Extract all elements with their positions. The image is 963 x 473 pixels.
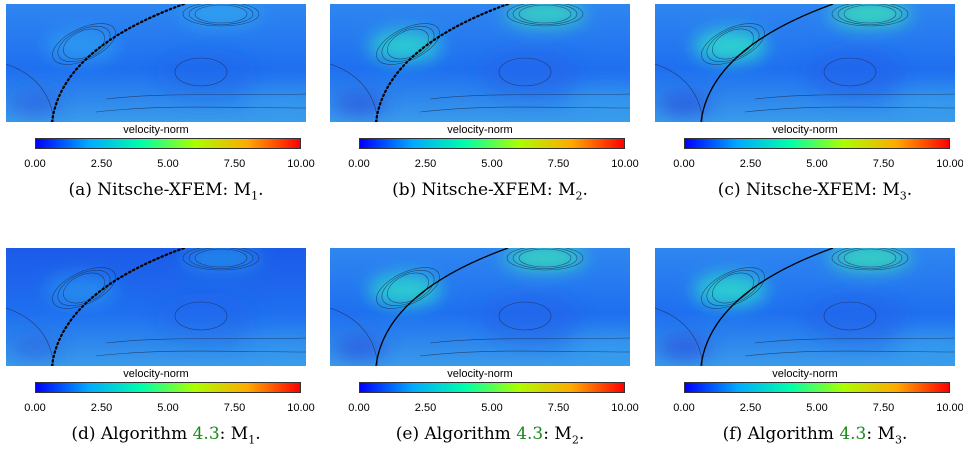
mesh-label: M <box>230 424 249 444</box>
colorbar-tick-label: 0.00 <box>348 402 370 414</box>
mesh-subscript: 1 <box>251 189 259 203</box>
colorbar-title: velocity-norm <box>772 368 838 380</box>
subfigure-caption: (b) Nitsche-XFEM: M2. <box>392 180 588 203</box>
caption-label: (d) Algorithm <box>71 424 193 444</box>
colorbar-tick-label: 0.00 <box>348 158 370 170</box>
colorbar-tick-label: 7.50 <box>547 158 570 170</box>
algorithm-ref-link[interactable]: 4.3 <box>516 424 544 444</box>
colorbar-tick-label: 2.50 <box>414 158 437 170</box>
velocity-field-plot <box>330 248 630 366</box>
caption-label: (b) Nitsche-XFEM: <box>392 180 559 200</box>
colorbar-ticks: 0.00 2.50 5.00 7.50 10.00 <box>6 158 326 172</box>
mesh-subscript: 3 <box>899 189 907 203</box>
panel-c: velocity-norm 0.00 2.50 5.00 7.50 10.00 (c) Ni… <box>655 4 963 229</box>
interface-curve <box>700 4 834 122</box>
contour-lines <box>6 4 306 122</box>
colorbar <box>359 382 625 393</box>
caption-label: (e) Algorithm <box>395 424 517 444</box>
colorbar-ticks: 0.00 2.50 5.00 7.50 10.00 <box>655 158 963 172</box>
algorithm-ref-link[interactable]: 4.3 <box>192 424 220 444</box>
mesh-label: M <box>877 424 895 444</box>
subfigure-caption: (d) Algorithm 4.3: M1. <box>71 424 261 447</box>
velocity-field-plot <box>6 248 306 366</box>
colorbar-tick-label: 2.50 <box>90 402 113 414</box>
colorbar-ticks: 0.00 2.50 5.00 7.50 10.00 <box>330 158 650 172</box>
interface-curve <box>375 248 509 366</box>
mesh-label: M <box>558 180 576 200</box>
panel-a: velocity-norm 0.00 2.50 5.00 7.50 10.00 (a) Ni… <box>6 4 315 229</box>
colorbar-tick-label: 10.00 <box>287 402 315 414</box>
velocity-field-plot <box>6 4 306 122</box>
subfigure-caption: (c) Nitsche-XFEM: M3. <box>717 180 913 203</box>
colorbar-tick-label: 5.00 <box>806 402 828 414</box>
colorbar-tick-label: 7.50 <box>872 402 895 414</box>
subfigure-caption: (f) Algorithm 4.3: M3. <box>722 424 908 447</box>
colorbar-tick-label: 0.00 <box>673 402 695 414</box>
mesh-label: M <box>233 180 252 200</box>
algorithm-ref-link[interactable]: 4.3 <box>839 424 867 444</box>
colorbar-tick-label: 10.00 <box>936 158 963 170</box>
colorbar-tick-label: 5.00 <box>157 402 179 414</box>
colorbar <box>684 382 950 393</box>
caption-label: (c) Nitsche-XFEM: <box>717 180 883 200</box>
panel-b: velocity-norm 0.00 2.50 5.00 7.50 10.00 (b) Ni… <box>330 4 639 229</box>
interface-curve <box>50 248 186 366</box>
colorbar-title: velocity-norm <box>447 368 513 380</box>
colorbar-tick-label: 10.00 <box>936 402 963 414</box>
colorbar-tick-label: 0.00 <box>24 402 46 414</box>
colorbar-tick-label: 2.50 <box>414 402 437 414</box>
colorbar-tick-label: 7.50 <box>223 158 246 170</box>
colorbar-ticks: 0.00 2.50 5.00 7.50 10.00 <box>6 402 326 416</box>
colorbar-tick-label: 5.00 <box>157 158 179 170</box>
velocity-field-plot <box>655 4 955 122</box>
colorbar-tick-label: 2.50 <box>90 158 113 170</box>
panel-d: velocity-norm 0.00 2.50 5.00 7.50 10.00 (d) Al… <box>6 248 315 473</box>
panel-f: velocity-norm 0.00 2.50 5.00 7.50 10.00 (f) Al… <box>655 248 963 473</box>
interface-curve <box>50 4 186 122</box>
colorbar <box>35 138 301 149</box>
colorbar-tick-label: 0.00 <box>673 158 695 170</box>
caption-label: (f) Algorithm <box>722 424 840 444</box>
colorbar-ticks: 0.00 2.50 5.00 7.50 10.00 <box>330 402 650 416</box>
colorbar-title: velocity-norm <box>123 368 189 380</box>
subfigure-caption: (a) Nitsche-XFEM: M1. <box>68 180 264 203</box>
colorbar-tick-label: 7.50 <box>872 158 895 170</box>
interface-curve <box>700 248 834 366</box>
mesh-label: M <box>882 180 900 200</box>
colorbar-tick-label: 5.00 <box>806 158 828 170</box>
mesh-subscript: 1 <box>248 433 256 447</box>
colorbar-tick-label: 10.00 <box>287 158 315 170</box>
colorbar <box>684 138 950 149</box>
velocity-field-plot <box>330 4 630 122</box>
subfigure-caption: (e) Algorithm 4.3: M2. <box>395 424 585 447</box>
colorbar-ticks: 0.00 2.50 5.00 7.50 10.00 <box>655 402 963 416</box>
colorbar-tick-label: 10.00 <box>611 402 639 414</box>
colorbar-tick-label: 2.50 <box>739 402 762 414</box>
colorbar-tick-label: 2.50 <box>739 158 762 170</box>
contour-lines <box>330 248 630 366</box>
colorbar-title: velocity-norm <box>447 124 513 136</box>
colorbar-tick-label: 7.50 <box>547 402 570 414</box>
panel-e: velocity-norm 0.00 2.50 5.00 7.50 10.00 (e) Al… <box>330 248 639 473</box>
colorbar-title: velocity-norm <box>772 124 838 136</box>
colorbar-tick-label: 7.50 <box>223 402 246 414</box>
colorbar-tick-label: 0.00 <box>24 158 46 170</box>
mesh-subscript: 2 <box>575 189 583 203</box>
mesh-subscript: 2 <box>571 433 579 447</box>
velocity-field-plot <box>655 248 955 366</box>
mesh-subscript: 3 <box>894 433 902 447</box>
colorbar-tick-label: 10.00 <box>611 158 639 170</box>
colorbar-tick-label: 5.00 <box>481 158 503 170</box>
colorbar-tick-label: 5.00 <box>481 402 503 414</box>
colorbar-title: velocity-norm <box>123 124 189 136</box>
colorbar <box>35 382 301 393</box>
colorbar <box>359 138 625 149</box>
interface-curve <box>374 4 510 122</box>
mesh-label: M <box>554 424 572 444</box>
caption-label: (a) Nitsche-XFEM: <box>68 180 234 200</box>
